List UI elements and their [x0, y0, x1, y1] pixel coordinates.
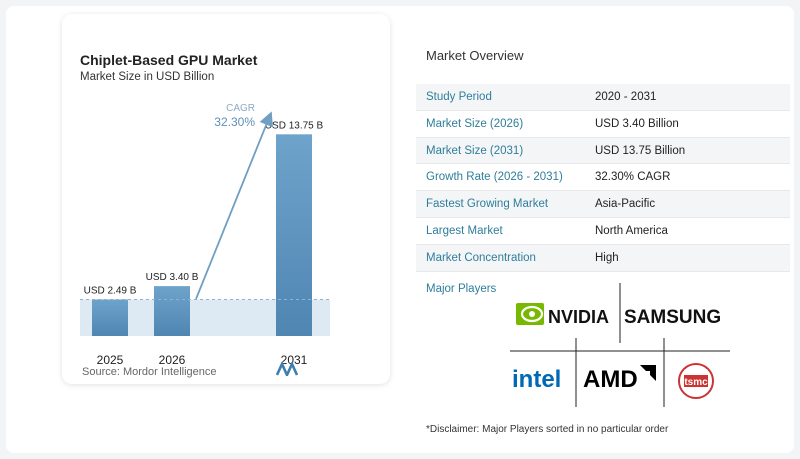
svg-text:tsmc: tsmc: [684, 377, 708, 388]
data-label: USD 13.75 B: [265, 120, 324, 131]
overview-label: Study Period: [426, 91, 492, 103]
overview-row: Market Concentration High: [416, 244, 790, 272]
bar-2025: [92, 299, 128, 336]
svg-text:AMD: AMD: [583, 366, 638, 393]
mordor-intelligence-logo-icon: [276, 362, 299, 376]
overview-row: Largest Market North America: [416, 218, 790, 245]
major-players-label: Major Players: [426, 283, 497, 295]
overview-table: Study Period 2020 - 2031 Market Size (20…: [416, 84, 790, 272]
tsmc-logo: tsmc: [678, 363, 714, 399]
overview-row: Study Period 2020 - 2031: [416, 84, 790, 111]
cagr-arrow: [195, 111, 273, 300]
amd-logo: AMD: [583, 365, 656, 393]
x-tick-label: 2025: [97, 353, 124, 367]
overview-value: USD 3.40 Billion: [595, 117, 679, 130]
overview-row: Market Size (2026) USD 3.40 Billion: [416, 111, 790, 138]
cagr-label: CAGR: [226, 103, 255, 114]
chart-subtitle: Market Size in USD Billion: [80, 71, 215, 83]
overview-label: Market Size (2031): [426, 144, 524, 157]
disclaimer-text: *Disclaimer: Major Players sorted in no …: [426, 424, 669, 435]
overview-value: Asia-Pacific: [595, 198, 656, 211]
bar-2026: [154, 286, 190, 336]
bar-chart: USD 2.49 B 2025 USD 3.40 B 2026 USD 13.75 B 2…: [80, 103, 330, 367]
data-label: USD 2.49 B: [84, 285, 137, 296]
overview-row: Market Size (2031) USD 13.75 Billion: [416, 137, 790, 165]
overview-row: Growth Rate (2026 - 2031) 32.30% CAGR: [416, 164, 790, 192]
data-label: USD 3.40 B: [146, 272, 199, 283]
svg-text:NVIDIA: NVIDIA: [548, 307, 609, 327]
samsung-logo: SAMSUNG: [624, 307, 721, 328]
bar-2031: [276, 134, 312, 336]
chart-title: Chiplet-Based GPU Market: [80, 52, 258, 68]
overview-value: North America: [595, 224, 668, 237]
overview-value: USD 13.75 Billion: [595, 144, 686, 157]
x-tick-label: 2031: [281, 353, 308, 367]
overview-label: Growth Rate (2026 - 2031): [426, 171, 563, 184]
intel-logo: intel: [512, 366, 561, 393]
overview-row: Fastest Growing Market Asia-Pacific: [416, 191, 790, 218]
overview-value: High: [595, 251, 619, 264]
x-tick-label: 2026: [159, 353, 186, 367]
overview-label: Market Concentration: [426, 251, 536, 264]
overview-label: Fastest Growing Market: [426, 198, 549, 211]
overview-title: Market Overview: [426, 48, 524, 63]
overview-label: Largest Market: [426, 224, 503, 237]
overview-label: Market Size (2026): [426, 117, 524, 130]
overview-value: 2020 - 2031: [595, 91, 657, 103]
nvidia-logo: NVIDIA: [516, 303, 609, 327]
cagr-value: 32.30%: [214, 115, 255, 129]
player-logos: NVIDIA SAMSUNG intel AMD tsmc: [510, 283, 730, 407]
overview-value: 32.30% CAGR: [595, 171, 671, 184]
source-text: Source: Mordor Intelligence: [82, 366, 217, 378]
